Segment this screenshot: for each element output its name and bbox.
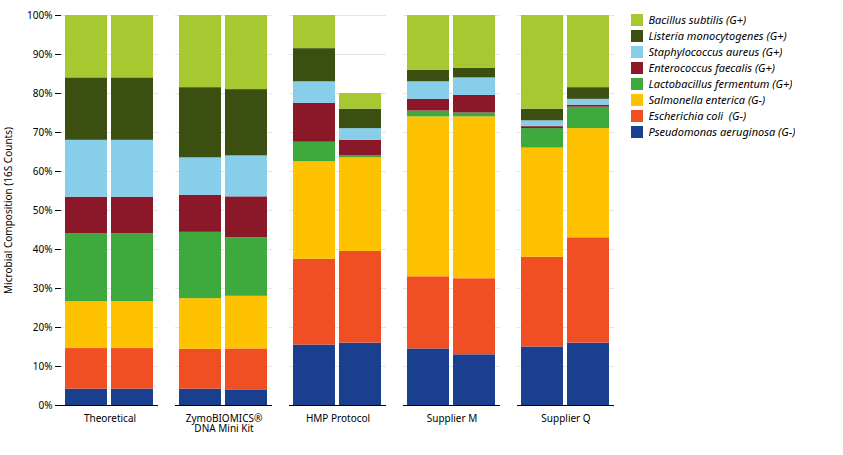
svg-text:30%: 30% bbox=[33, 281, 53, 295]
html-text:Lactobacillus fermentum (G+): Lactobacillus fermentum (G+) bbox=[648, 76, 793, 91]
html-text:Pseudomonas aeruginosa (G-): Pseudomonas aeruginosa (G-) bbox=[648, 124, 796, 139]
html-text:Salmonella enterica (G-): Salmonella enterica (G-) bbox=[648, 92, 766, 107]
svg-text:ZymoBIOMICS®DNA Mini Kit: ZymoBIOMICS®DNA Mini Kit bbox=[186, 411, 263, 435]
svg-text:40%: 40% bbox=[33, 242, 53, 256]
svg-text:60%: 60% bbox=[33, 164, 53, 178]
html-text:Listeria monocytogenes (G+): Listeria monocytogenes (G+) bbox=[648, 28, 787, 43]
html-text:Enterococcus faecalis (G+): Enterococcus faecalis (G+) bbox=[648, 60, 775, 75]
svg-text:Supplier M: Supplier M bbox=[427, 411, 478, 425]
svg-text:HMP Protocol: HMP Protocol bbox=[306, 411, 370, 425]
svg-text:Theoretical: Theoretical bbox=[84, 411, 136, 425]
svg-text:20%: 20% bbox=[33, 320, 53, 334]
svg-text:50%: 50% bbox=[33, 203, 53, 217]
svg-text:80%: 80% bbox=[33, 86, 53, 100]
svg-text:Microbial Composition (16S Cou: Microbial Composition (16S Counts) bbox=[1, 127, 15, 294]
svg-text:0%: 0% bbox=[38, 398, 52, 412]
svg-text:90%: 90% bbox=[33, 47, 53, 61]
html-text:Bacillus subtilis (G+): Bacillus subtilis (G+) bbox=[648, 12, 747, 27]
svg-text:70%: 70% bbox=[33, 125, 53, 139]
svg-text:10%: 10% bbox=[33, 359, 53, 373]
svg-text:100%: 100% bbox=[27, 8, 52, 22]
svg-text:Supplier Q: Supplier Q bbox=[541, 411, 590, 425]
html-text:Staphylococcus aureus (G+): Staphylococcus aureus (G+) bbox=[648, 44, 783, 59]
html-text:Escherichia coli (G-): Escherichia coli (G-) bbox=[648, 108, 747, 123]
